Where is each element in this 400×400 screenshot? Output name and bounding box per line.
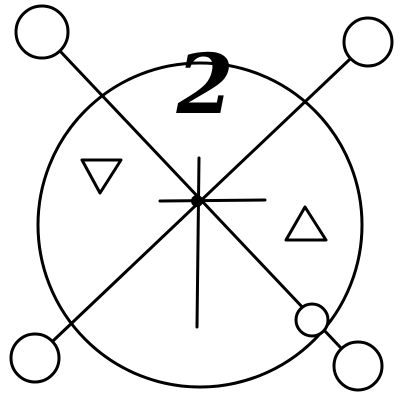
diagram-label: 2 [175, 37, 233, 133]
terminal-top-left [14, 4, 70, 60]
cross-horizontal-line [158, 198, 267, 203]
terminal-top-right [342, 16, 394, 68]
triangle-up-icon [284, 205, 328, 242]
terminal-bottom-right [332, 340, 384, 392]
triangle-down-icon [80, 158, 123, 195]
center-node [191, 195, 203, 207]
junction-node [294, 302, 330, 338]
terminal-bottom-left [9, 332, 61, 384]
cross-vertical-line [195, 156, 201, 329]
main-circle [36, 61, 364, 389]
